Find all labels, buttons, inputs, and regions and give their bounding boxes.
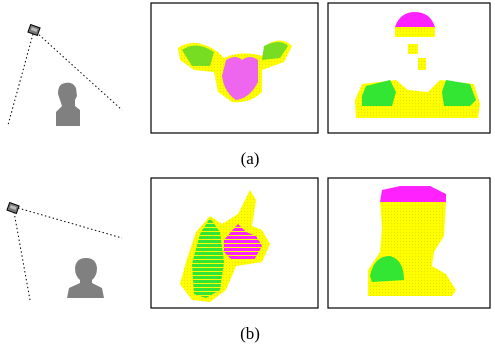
person-silhouette (56, 83, 80, 126)
camera-ray (8, 34, 33, 125)
subfigure-label: (b) (240, 324, 260, 343)
camera-ray (18, 208, 122, 238)
subfigure-label: (a) (241, 149, 260, 168)
camera-icon (28, 25, 40, 36)
figure: (a) (b) (0, 0, 495, 354)
scene-b (7, 203, 122, 300)
person-silhouette (67, 258, 104, 298)
scene-a (8, 25, 122, 126)
camera-ray (14, 212, 30, 300)
camera-icon (7, 203, 19, 214)
camera-ray (36, 32, 122, 110)
